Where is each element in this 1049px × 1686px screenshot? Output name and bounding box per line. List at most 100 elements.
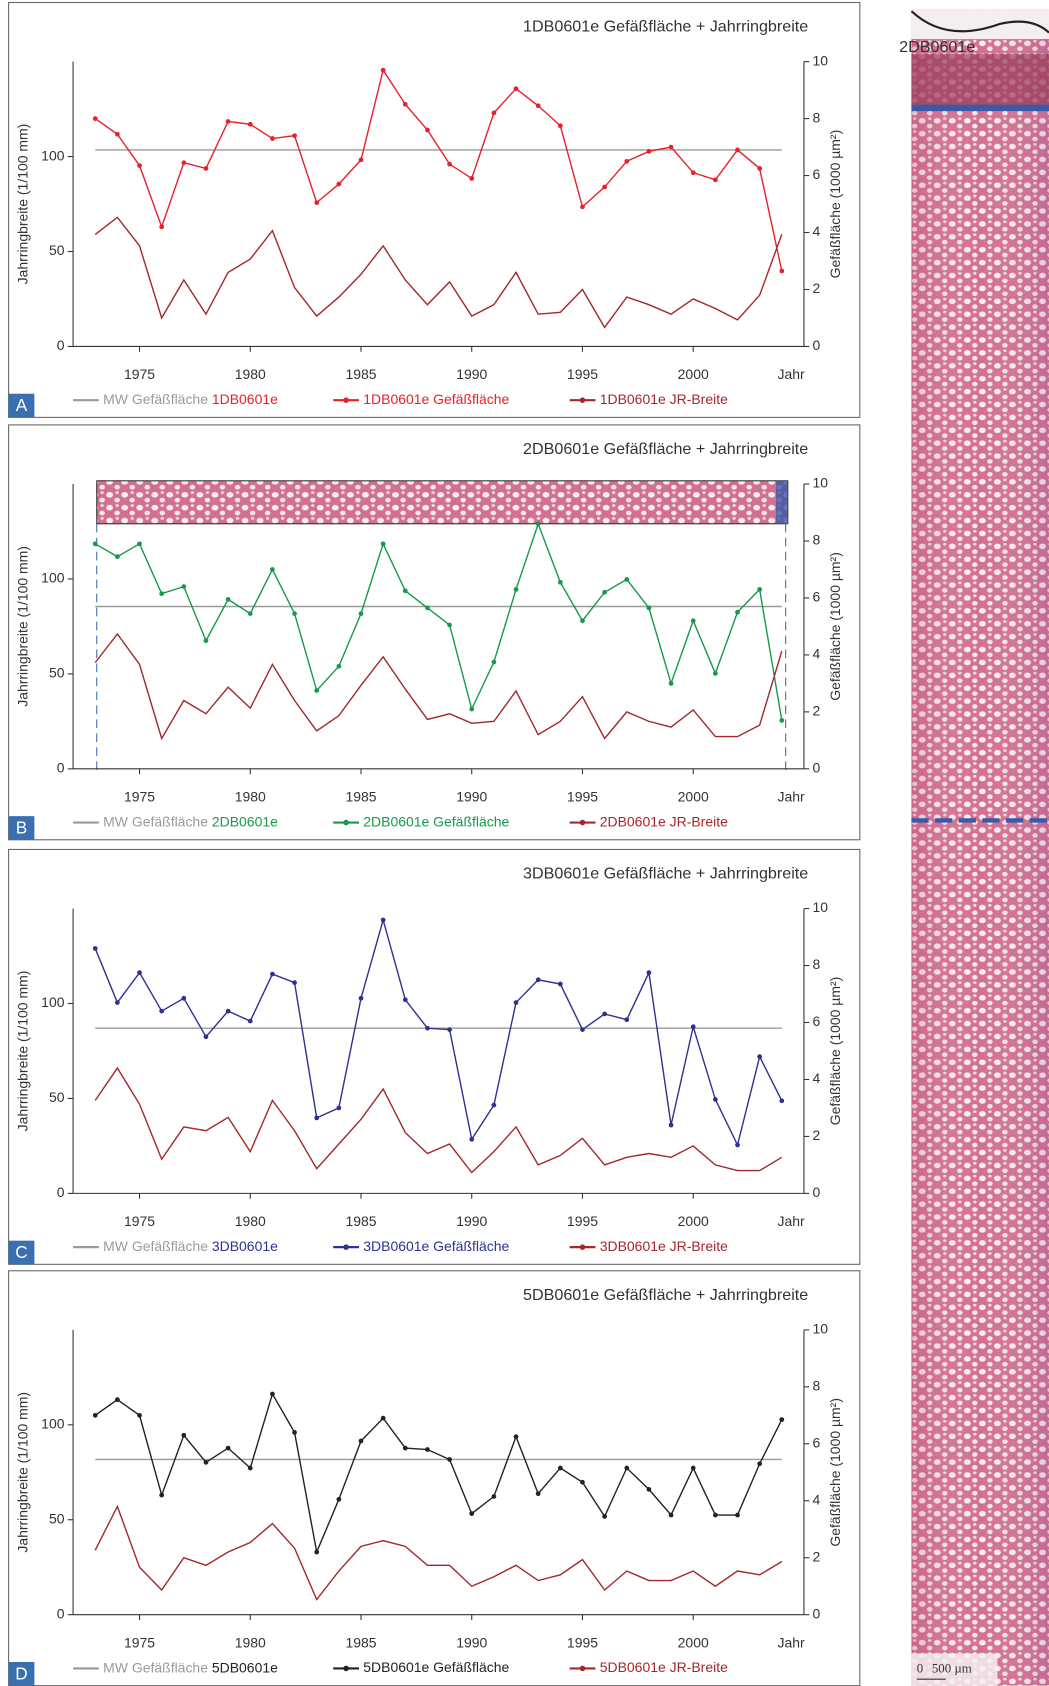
series-line <box>95 1506 782 1599</box>
point <box>381 918 386 923</box>
point <box>403 102 408 107</box>
y2-tick-label: 6 <box>813 166 821 182</box>
point <box>647 149 652 154</box>
y2-tick-label: 10 <box>813 52 829 68</box>
legend-marker <box>580 1666 586 1672</box>
point <box>292 1430 297 1435</box>
point <box>647 606 652 611</box>
point <box>713 1097 718 1102</box>
x-tick-label: 1975 <box>124 1213 155 1229</box>
y-tick-label: 100 <box>41 1416 65 1432</box>
series-line <box>95 217 782 327</box>
point <box>248 1466 253 1471</box>
point <box>536 977 541 982</box>
point <box>181 1433 186 1438</box>
point <box>735 610 740 615</box>
x-tick-label: 2000 <box>678 789 709 805</box>
point <box>137 1413 142 1418</box>
point <box>514 1000 519 1005</box>
legend-marker <box>343 397 349 403</box>
x-tick-label: 1995 <box>567 1634 598 1650</box>
point <box>425 1447 430 1452</box>
y2-tick-label: 2 <box>813 1127 821 1143</box>
point <box>580 1027 585 1032</box>
legend-marker <box>343 1244 349 1250</box>
point <box>469 1511 474 1516</box>
point <box>602 1012 607 1017</box>
point <box>757 587 762 592</box>
chart-title: 3DB0601e Gefäßfläche + Jahrringbreite <box>523 864 808 882</box>
scale-start: 0 <box>917 1661 923 1675</box>
x-tick-label: 1985 <box>345 366 376 382</box>
point <box>359 1439 364 1444</box>
x-axis-label: Jahr <box>777 789 805 805</box>
point <box>336 1106 341 1111</box>
legend-marker <box>343 1666 349 1672</box>
page: 2DB0601e 0 500 µm A1DB0601e Gefäßfläche … <box>0 0 1049 1686</box>
point <box>359 611 364 616</box>
legend-entry: 2DB0601e JR-Breite <box>600 813 728 829</box>
point <box>381 68 386 73</box>
y2-tick-label: 0 <box>813 1605 821 1621</box>
legend-entry: MW Gefäßfläche 3DB0601e <box>103 1238 278 1254</box>
point <box>381 541 386 546</box>
series-line <box>95 1068 782 1172</box>
y2-axis-label: Gefäßfläche (1000 µm²) <box>827 552 843 701</box>
y2-tick-label: 4 <box>813 223 821 239</box>
panel-frame <box>9 3 860 418</box>
point <box>669 681 674 686</box>
y2-tick-label: 0 <box>813 1184 821 1200</box>
point <box>292 980 297 985</box>
y2-tick-label: 6 <box>813 589 821 605</box>
y2-tick-label: 6 <box>813 1013 821 1029</box>
legend-marker <box>580 820 586 826</box>
point <box>691 618 696 623</box>
point <box>314 200 319 205</box>
point <box>226 1446 231 1451</box>
point <box>469 1137 474 1142</box>
point <box>713 177 718 182</box>
x-tick-label: 2000 <box>678 1213 709 1229</box>
point <box>137 163 142 168</box>
y2-tick-label: 6 <box>813 1434 821 1450</box>
y-tick-label: 0 <box>57 1605 65 1621</box>
y2-tick-label: 2 <box>813 703 821 719</box>
y-tick-label: 100 <box>41 570 65 586</box>
point <box>204 1034 209 1039</box>
y2-tick-label: 8 <box>813 109 821 125</box>
point <box>93 1413 98 1418</box>
point <box>181 584 186 589</box>
point <box>558 1466 563 1471</box>
x-tick-label: 2000 <box>678 366 709 382</box>
point <box>647 970 652 975</box>
y-tick-label: 50 <box>49 665 65 681</box>
point <box>314 1550 319 1555</box>
point <box>93 116 98 121</box>
point <box>735 1513 740 1518</box>
y2-axis-label: Gefäßfläche (1000 µm²) <box>827 977 843 1126</box>
figure: 2DB0601e 0 500 µm A1DB0601e Gefäßfläche … <box>0 0 1049 1686</box>
x-axis-label: Jahr <box>777 366 805 382</box>
y2-axis-label: Gefäßfläche (1000 µm²) <box>827 1398 843 1547</box>
point <box>735 148 740 153</box>
point <box>159 224 164 229</box>
point <box>226 597 231 602</box>
x-tick-label: 1990 <box>456 1213 487 1229</box>
point <box>270 567 275 572</box>
point <box>580 205 585 210</box>
point <box>492 1103 497 1108</box>
point <box>536 522 541 527</box>
point <box>115 554 120 559</box>
point <box>669 145 674 150</box>
y-tick-label: 100 <box>41 994 65 1010</box>
panel-label: B <box>16 818 27 838</box>
x-tick-label: 1975 <box>124 1634 155 1650</box>
legend-entry: MW Gefäßfläche 5DB0601e <box>103 1659 278 1675</box>
point <box>536 103 541 108</box>
point <box>514 1434 519 1439</box>
x-tick-label: 1985 <box>345 1213 376 1229</box>
point <box>181 160 186 165</box>
y-axis-label: Jahrringbreite (1/100 mm) <box>14 546 30 707</box>
point <box>447 1457 452 1462</box>
point <box>713 1513 718 1518</box>
